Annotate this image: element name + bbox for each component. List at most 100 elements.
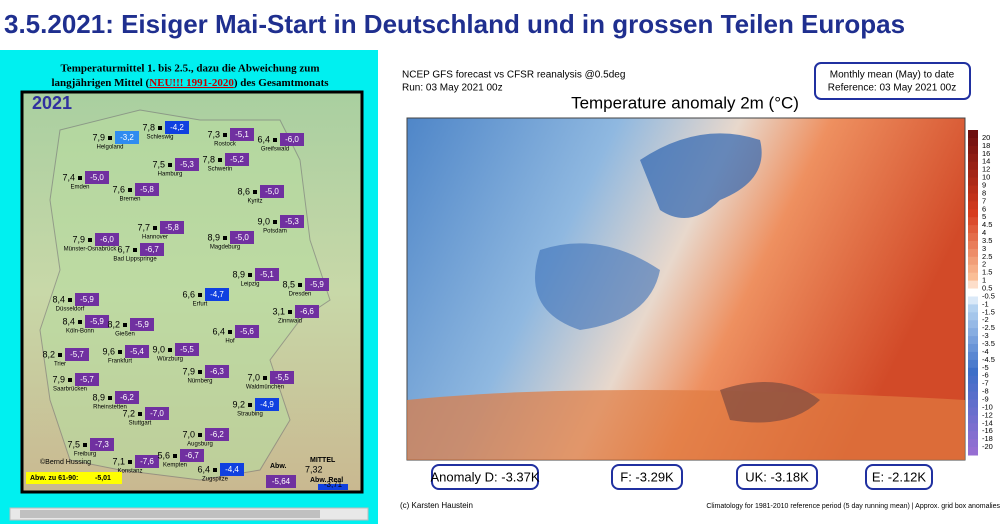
anomaly-box: [180, 449, 204, 462]
station-anomaly: -4,9: [260, 400, 274, 409]
old-ref-box: [26, 472, 122, 484]
anomaly-label: E: -2.12K: [872, 469, 927, 484]
legend-abw-box: [266, 475, 296, 488]
station-marker: [128, 188, 132, 192]
period-box: [814, 62, 971, 100]
station-name: Münster-Osnabrück: [64, 247, 118, 253]
station-name: Hamburg: [158, 172, 183, 178]
anomaly-box: [205, 288, 229, 301]
colorbar-segment: [968, 407, 978, 416]
old-ref-value: -5,01: [95, 475, 111, 482]
colorbar-segment: [968, 375, 978, 385]
station-temp: 8,4: [62, 316, 75, 326]
colorbar-segment: [968, 240, 978, 250]
station-name: Rostock: [214, 142, 237, 148]
colorbar-segment: [968, 137, 978, 147]
station-marker: [83, 443, 87, 447]
station-marker: [123, 323, 127, 327]
colorbar-segment: [968, 447, 978, 456]
old-ref: Abw. zu 61-90:: [30, 475, 78, 482]
anomaly-box: [220, 463, 244, 476]
colorbar-segment: [968, 280, 978, 290]
station-name: Straubing: [237, 412, 263, 418]
station-marker: [153, 226, 157, 230]
central-europe: [535, 243, 660, 330]
anomaly-box: [85, 315, 109, 328]
anomaly-box: [115, 131, 139, 144]
station-name: Konstanz: [117, 469, 142, 475]
anomaly-box: [175, 158, 199, 171]
station-anomaly: -5,5: [275, 373, 289, 382]
colorbar-segment: [968, 431, 978, 440]
station-name: Erfurt: [193, 302, 208, 308]
colorbar-segment: [968, 296, 978, 305]
station-name: Kyritz: [248, 199, 263, 205]
colorbar-segment: [968, 328, 978, 337]
colorbar-label: 12: [982, 165, 990, 174]
station-name: Düsseldorf: [56, 307, 85, 313]
station-temp: 7,5: [152, 159, 165, 169]
colorbar-label: -18: [982, 434, 993, 443]
station-anomaly: -4,2: [170, 123, 184, 132]
anomaly-box: [205, 365, 229, 378]
station-name: Hannover: [142, 235, 168, 241]
station-marker: [68, 378, 72, 382]
station-temp: 6,4: [197, 464, 210, 474]
colorbar-label: 8: [982, 188, 986, 197]
anomaly-box: [95, 233, 119, 246]
station-anomaly: -6,7: [145, 245, 159, 254]
anomaly-box: [75, 373, 99, 386]
legend-abw-value: -5,64: [272, 477, 291, 486]
station-temp: 7,0: [247, 372, 260, 382]
station-anomaly: -6,2: [120, 393, 134, 402]
station-anomaly: -5,5: [180, 345, 194, 354]
station-anomaly: -5,9: [135, 320, 149, 329]
colorbar-label: 5: [982, 212, 986, 221]
colorbar-label: 3: [982, 244, 986, 253]
legend-abw: Abw.: [270, 463, 287, 470]
station-anomaly: -6,6: [300, 307, 314, 316]
scroll-thumb[interactable]: [20, 510, 320, 518]
legend-real-box: [318, 484, 348, 490]
station-marker: [263, 376, 267, 380]
station-name: Stuttgart: [129, 421, 152, 427]
anomaly-frame: [611, 464, 683, 490]
station-temp: 9,0: [257, 216, 270, 226]
station-temp: 7,8: [142, 122, 155, 132]
station-anomaly: -6,7: [185, 451, 199, 460]
colorbar-label: -4: [982, 347, 989, 356]
station-anomaly: -6,0: [285, 135, 299, 144]
anomaly-frame: [431, 464, 539, 490]
station-name: Hof: [225, 339, 235, 345]
station-anomaly: -5,3: [285, 217, 299, 226]
station-anomaly: -5,3: [180, 160, 194, 169]
station-temp: 9,2: [232, 399, 245, 409]
station-temp: 7,1: [112, 456, 125, 466]
colorbar-label: 9: [982, 180, 986, 189]
station-marker: [273, 220, 277, 224]
legend-real-value: -3,71: [324, 480, 343, 489]
station-anomaly: -5,7: [80, 375, 94, 384]
station-temp: 8,2: [107, 319, 120, 329]
anomaly-box: [225, 153, 249, 166]
station-marker: [213, 468, 217, 472]
header-bg: [0, 0, 1007, 48]
station-marker: [223, 236, 227, 240]
anomaly-box: [305, 278, 329, 291]
station-name: Bremen: [119, 197, 140, 203]
station-name: Magdeburg: [210, 245, 240, 251]
station-anomaly: -5,6: [240, 327, 254, 336]
colorbar-segment: [968, 217, 978, 226]
credit: (c) Karsten Haustein: [400, 501, 473, 510]
station-temp: 7,9: [92, 132, 105, 142]
station-marker: [118, 350, 122, 354]
europe-title: Temperature anomaly 2m (°C): [571, 93, 799, 112]
anomaly-frame: [736, 464, 818, 490]
colorbar-label: -10: [982, 402, 993, 411]
colorbar-segment: [968, 193, 978, 202]
stations: 7,9 Helgoland -3,2 7,8 Schleswig -4,2 7,3 Rosto…: [42, 121, 329, 483]
colorbar-segment: [968, 130, 978, 139]
station-name: Augsburg: [187, 442, 213, 448]
station-anomaly: -6,3: [210, 367, 224, 376]
colorbar-segment: [968, 177, 978, 186]
